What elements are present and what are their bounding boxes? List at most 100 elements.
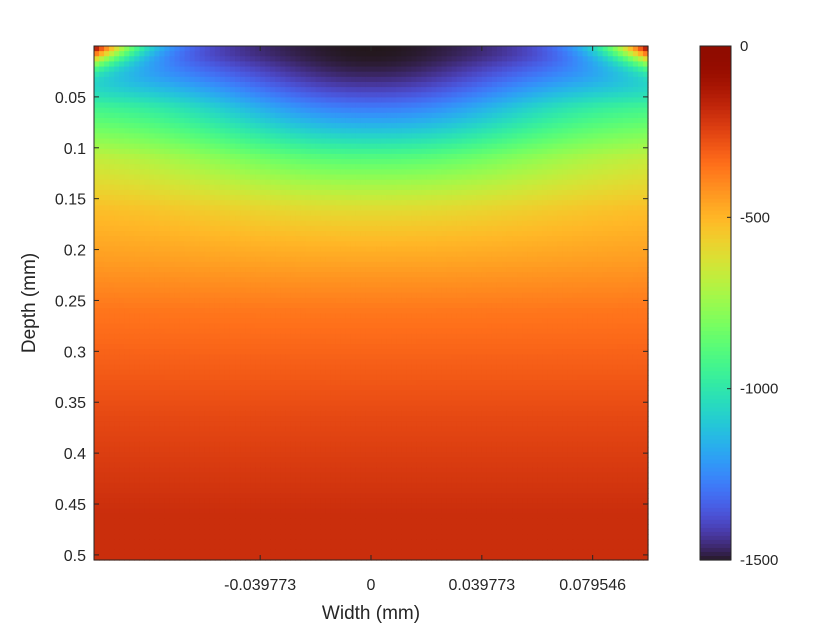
heatmap-cell xyxy=(114,231,120,237)
heatmap-cell xyxy=(124,256,130,263)
heatmap-cell xyxy=(401,112,407,119)
heatmap-cell xyxy=(194,148,201,155)
heatmap-cell xyxy=(260,164,266,170)
heatmap-cell xyxy=(577,169,584,176)
heatmap-cell xyxy=(300,81,307,88)
heatmap-cell xyxy=(94,200,100,206)
heatmap-cell xyxy=(174,184,181,191)
heatmap-cell xyxy=(557,174,563,181)
heatmap-cell xyxy=(310,97,317,104)
heatmap-cell xyxy=(229,133,236,140)
heatmap-cell xyxy=(164,76,171,83)
heatmap-cell xyxy=(582,87,589,93)
heatmap-cell xyxy=(612,71,619,78)
heatmap-cell xyxy=(144,231,150,237)
heatmap-cell xyxy=(255,215,261,222)
heatmap-cell xyxy=(411,256,417,263)
heatmap-cell xyxy=(270,107,276,114)
heatmap-cell xyxy=(517,102,523,109)
heatmap-cell xyxy=(174,81,181,88)
heatmap-cell xyxy=(592,117,599,124)
heatmap-cell xyxy=(471,138,478,145)
heatmap-cell xyxy=(270,189,276,196)
heatmap-cell xyxy=(632,169,639,176)
heatmap-cell xyxy=(149,81,156,88)
heatmap-cell xyxy=(154,236,161,242)
heatmap-cell xyxy=(285,220,292,227)
heatmap-cell xyxy=(330,123,337,129)
heatmap-cell xyxy=(396,189,402,196)
heatmap-cell xyxy=(255,117,261,124)
heatmap-cell xyxy=(411,76,417,83)
heatmap-cell xyxy=(189,81,196,88)
heatmap-cell xyxy=(199,46,206,52)
heatmap-cell xyxy=(119,56,125,63)
heatmap-cell xyxy=(330,174,337,181)
heatmap-cell xyxy=(194,138,201,145)
heatmap-cell xyxy=(104,241,110,248)
heatmap-cell xyxy=(542,153,548,160)
heatmap-cell xyxy=(320,195,327,201)
heatmap-cell xyxy=(275,133,281,140)
heatmap-cell xyxy=(582,112,589,119)
heatmap-cell xyxy=(350,205,357,212)
heatmap-cell xyxy=(219,277,226,284)
heatmap-cell xyxy=(124,133,130,140)
heatmap-cell xyxy=(129,225,135,232)
heatmap-cell xyxy=(637,159,644,165)
heatmap-cell xyxy=(250,71,256,78)
heatmap-cell xyxy=(512,66,518,73)
heatmap-cell xyxy=(270,200,276,206)
heatmap-cell xyxy=(517,61,523,68)
heatmap-cell xyxy=(476,200,483,206)
heatmap-cell xyxy=(436,112,443,119)
heatmap-cell xyxy=(350,215,357,222)
heatmap-cell xyxy=(300,246,307,253)
heatmap-cell xyxy=(315,76,322,83)
heatmap-cell xyxy=(406,159,412,165)
heatmap-cell xyxy=(572,153,579,160)
heatmap-cell xyxy=(104,164,110,170)
heatmap-cell xyxy=(119,71,125,78)
heatmap-cell xyxy=(134,92,140,98)
heatmap-cell xyxy=(159,267,166,273)
heatmap-cell xyxy=(491,56,498,63)
heatmap-cell xyxy=(381,256,387,263)
heatmap-cell xyxy=(169,200,176,206)
heatmap-cell xyxy=(436,66,443,73)
heatmap-cell xyxy=(456,231,463,237)
heatmap-cell xyxy=(124,277,130,284)
heatmap-cell xyxy=(285,107,292,114)
heatmap-cell xyxy=(194,174,201,181)
heatmap-cell xyxy=(557,169,563,176)
heatmap-cell xyxy=(174,138,181,145)
heatmap-cell xyxy=(501,81,508,88)
heatmap-cell xyxy=(421,220,427,227)
heatmap-cell xyxy=(602,87,609,93)
heatmap-cell xyxy=(109,92,115,98)
heatmap-cell xyxy=(476,107,483,114)
heatmap-cell xyxy=(456,164,463,170)
heatmap-cell xyxy=(381,159,387,165)
heatmap-cell xyxy=(617,112,624,119)
heatmap-cell xyxy=(360,117,367,124)
heatmap-cell xyxy=(204,164,211,170)
heatmap-cell xyxy=(572,231,579,237)
heatmap-cell xyxy=(224,138,231,145)
heatmap-cell xyxy=(401,200,407,206)
heatmap-cell xyxy=(441,210,448,217)
heatmap-cell xyxy=(491,195,498,201)
heatmap-cell xyxy=(421,174,427,181)
heatmap-cell xyxy=(506,231,513,237)
heatmap-cell xyxy=(567,97,574,104)
heatmap-cell xyxy=(129,51,135,57)
heatmap-cell xyxy=(562,267,569,273)
heatmap-cell xyxy=(612,261,619,268)
heatmap-cell xyxy=(179,81,186,88)
heatmap-cell xyxy=(456,102,463,109)
heatmap-cell xyxy=(557,246,563,253)
heatmap-cell xyxy=(235,164,241,170)
heatmap-cell xyxy=(567,195,574,201)
heatmap-cell xyxy=(486,241,493,248)
heatmap-cell xyxy=(229,143,236,150)
